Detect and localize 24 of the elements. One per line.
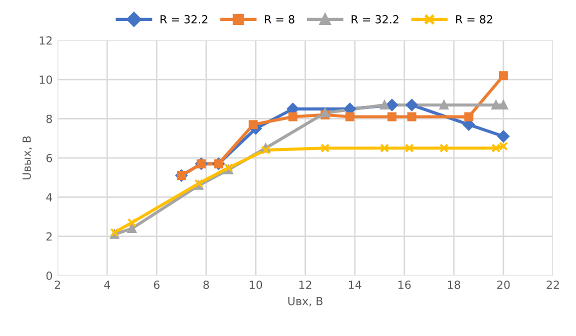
- y-tick-label: 8: [46, 114, 52, 124]
- y-axis-title: Uвых, В: [22, 136, 32, 180]
- y-tick-label: 10: [40, 75, 52, 84]
- x-tick-label: 4: [104, 280, 110, 289]
- x-tick-label: 20: [497, 280, 510, 289]
- x-tick-label: 2: [54, 280, 60, 289]
- x-tick-label: 12: [299, 280, 312, 289]
- y-tick-label: 6: [46, 154, 52, 162]
- y-tick-label: 4: [46, 193, 52, 202]
- x-tick-label: 18: [448, 280, 460, 289]
- x-axis-title: Uвх, В: [288, 297, 322, 306]
- x-tick-label: 6: [154, 280, 160, 289]
- x-tick-label: 10: [250, 280, 262, 289]
- x-tick-label: 16: [398, 280, 411, 289]
- y-tick-label: 2: [46, 232, 52, 241]
- y-tick-label: 0: [46, 271, 52, 280]
- x-tick-label: 22: [546, 280, 559, 289]
- legend-label: R = 8: [265, 15, 294, 24]
- x-tick-label: 14: [348, 280, 362, 289]
- legend-label: R = 32.2: [352, 15, 398, 24]
- legend-label: R = 32.2: [160, 15, 208, 24]
- y-tick-label: 12: [40, 36, 52, 45]
- x-tick-label: 8: [203, 280, 209, 289]
- legend-label: R = 82: [456, 15, 492, 24]
